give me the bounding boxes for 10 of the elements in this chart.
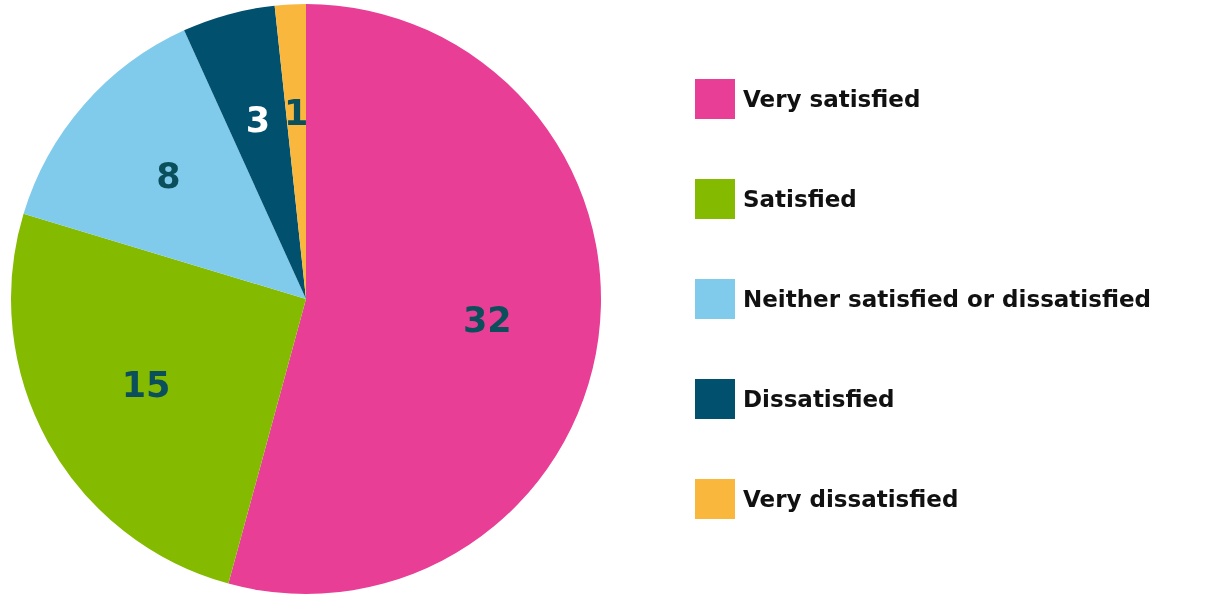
data-label: 15 — [121, 364, 171, 405]
legend-label: Dissatisfied — [743, 385, 895, 412]
data-label: 3 — [245, 99, 271, 140]
legend-label: Very dissatisfied — [743, 485, 959, 512]
legend-label: Satisfied — [743, 185, 857, 212]
legend-label: Neither satisfied or dissatisfied — [743, 285, 1152, 312]
data-label: 32 — [462, 300, 512, 341]
data-label: 8 — [156, 155, 181, 196]
data-label: 1 — [284, 93, 309, 134]
legend-label: Very satisfied — [743, 85, 921, 112]
